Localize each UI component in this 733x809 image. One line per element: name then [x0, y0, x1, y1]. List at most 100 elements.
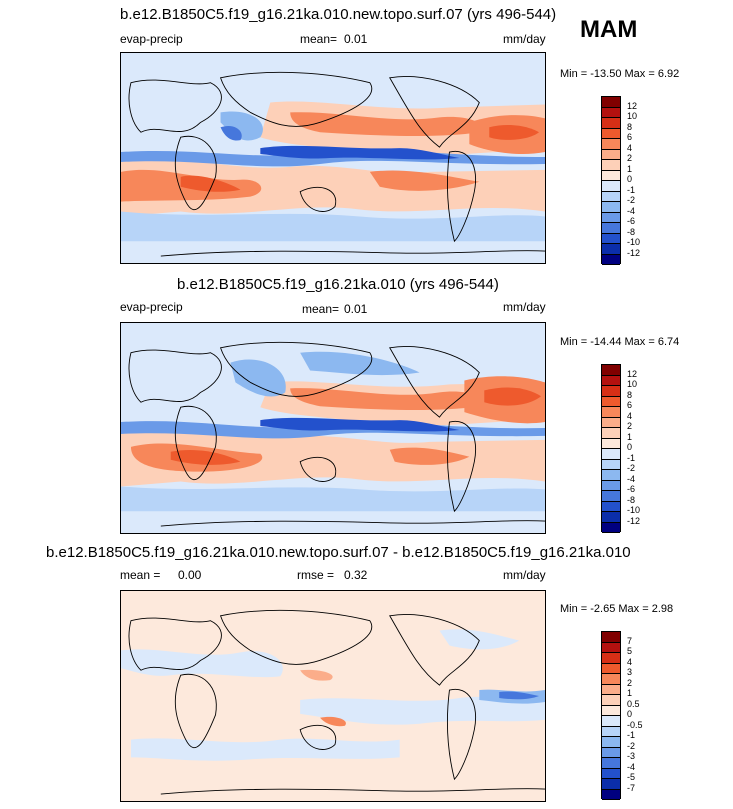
colorbar-swatch — [602, 491, 620, 502]
panel1-mean-label: mean= — [300, 32, 338, 46]
panel1-title: b.e12.B1850C5.f19_g16.21ka.010.new.topo.… — [120, 6, 557, 23]
colorbar-swatch — [602, 139, 620, 150]
panel1-units: mm/day — [503, 32, 546, 46]
colorbar-tick-label: 3 — [627, 667, 633, 677]
panel3-mean-value: 0.00 — [178, 568, 202, 582]
colorbar-swatch — [602, 726, 620, 737]
panel1-map — [120, 52, 546, 264]
colorbar-tick-label: -3 — [627, 751, 636, 761]
colorbar-swatch — [602, 663, 620, 674]
panel1-variable: evap-precip — [120, 32, 183, 46]
colorbar-swatch — [602, 181, 620, 192]
colorbar-tick-label: 2 — [627, 421, 633, 431]
colorbar-swatch — [602, 449, 620, 460]
colorbar-tick-label: 8 — [627, 389, 633, 400]
colorbar-tick-label: -4 — [627, 205, 636, 216]
colorbar-tick-label: 2 — [627, 677, 633, 688]
colorbar-swatch — [602, 375, 620, 386]
colorbar-tick-label: -8 — [627, 494, 636, 505]
colorbar-tick-label: -2 — [627, 195, 636, 205]
colorbar-tick-label: 8 — [627, 121, 633, 132]
colorbar-swatch — [602, 365, 620, 376]
colorbar-tick-label: -6 — [627, 216, 636, 226]
panel3-rmse-label: rmse = — [297, 568, 335, 582]
colorbar-swatch — [602, 758, 620, 769]
colorbar-tick-label: -10 — [627, 237, 641, 247]
colorbar-tick-label: 10 — [627, 379, 638, 389]
colorbar-swatch — [602, 705, 620, 716]
panel1-mean-value: 0.01 — [344, 32, 368, 46]
colorbar-tick-label: 0 — [627, 174, 633, 184]
colorbar-swatch — [602, 674, 620, 685]
colorbar-tick-label: 4 — [627, 656, 633, 667]
colorbar-tick-label: -5 — [627, 772, 636, 782]
colorbar-tick-label: 4 — [627, 142, 633, 153]
colorbar-swatch — [602, 747, 620, 758]
colorbar-tick-label: 2 — [627, 153, 633, 163]
colorbar-tick-label: -4 — [627, 473, 636, 484]
colorbar-swatch — [602, 632, 620, 643]
colorbar-tick-label: -1 — [627, 452, 636, 463]
colorbar-tick-label: 5 — [627, 646, 633, 656]
panel3-units: mm/day — [503, 568, 546, 582]
panel3-title: b.e12.B1850C5.f19_g16.21ka.010.new.topo.… — [46, 544, 631, 561]
colorbar-swatch — [602, 779, 620, 790]
colorbar-tick-label: 0.5 — [627, 698, 640, 709]
colorbar-swatch — [602, 501, 620, 512]
colorbar-swatch — [602, 223, 620, 234]
colorbar-swatch — [602, 191, 620, 202]
colorbar-swatch — [602, 396, 620, 407]
panel2-title: b.e12.B1850C5.f19_g16.21ka.010 (yrs 496-… — [177, 276, 499, 293]
colorbar-swatch — [602, 107, 620, 118]
panel2-mean-value: 0.01 — [344, 302, 368, 316]
colorbar-swatch — [602, 653, 620, 664]
colorbar-tick-label: 7 — [627, 635, 633, 646]
panel2-map — [120, 322, 546, 534]
colorbar-tick-label: 1 — [627, 431, 633, 442]
panel3-rmse-value: 0.32 — [344, 568, 368, 582]
colorbar-swatch — [602, 202, 620, 213]
colorbar-swatch — [602, 642, 620, 653]
colorbar-tick-label: 0 — [627, 442, 633, 452]
panel2-variable: evap-precip — [120, 300, 183, 314]
colorbar-swatch — [602, 438, 620, 449]
colorbar-tick-label: -10 — [627, 505, 641, 515]
panel2-units: mm/day — [503, 300, 546, 314]
colorbar-tick-label: 4 — [627, 410, 633, 421]
colorbar-tick-label: -7 — [627, 782, 636, 793]
colorbar-tick-label: -12 — [627, 247, 641, 258]
colorbar-tick-label: -0.5 — [627, 719, 643, 730]
panel1-minmax: Min = -13.50 Max = 6.92 — [560, 68, 680, 80]
colorbar-tick-label: 1 — [627, 163, 633, 174]
panel3-minmax: Min = -2.65 Max = 2.98 — [560, 603, 674, 615]
panel3-map — [120, 590, 546, 802]
colorbar-swatch — [602, 716, 620, 727]
colorbar-swatch — [602, 459, 620, 470]
colorbar-tick-label: -8 — [627, 226, 636, 237]
panel3-colorbar — [601, 631, 621, 800]
colorbar-swatch — [602, 170, 620, 181]
colorbar-swatch — [602, 118, 620, 129]
colorbar-swatch — [602, 254, 620, 265]
colorbar-swatch — [602, 233, 620, 244]
colorbar-swatch — [602, 244, 620, 255]
colorbar-swatch — [602, 480, 620, 491]
colorbar-tick-label: -1 — [627, 184, 636, 195]
colorbar-swatch — [602, 160, 620, 171]
colorbar-swatch — [602, 386, 620, 397]
colorbar-swatch — [602, 149, 620, 160]
panel2-minmax: Min = -14.44 Max = 6.74 — [560, 336, 680, 348]
colorbar-tick-label: -12 — [627, 515, 641, 526]
colorbar-swatch — [602, 684, 620, 695]
panel3-mean-label: mean = — [120, 568, 161, 582]
panel2-mean-label: mean= — [302, 302, 340, 316]
colorbar-tick-label: -1 — [627, 730, 636, 740]
colorbar-swatch — [602, 97, 620, 108]
colorbar-swatch — [602, 737, 620, 748]
panel1-colorbar — [601, 96, 621, 265]
colorbar-tick-label: 0 — [627, 709, 633, 719]
colorbar-tick-label: -6 — [627, 484, 636, 494]
colorbar-tick-label: 12 — [627, 368, 638, 379]
colorbar-swatch — [602, 695, 620, 706]
colorbar-swatch — [602, 522, 620, 533]
